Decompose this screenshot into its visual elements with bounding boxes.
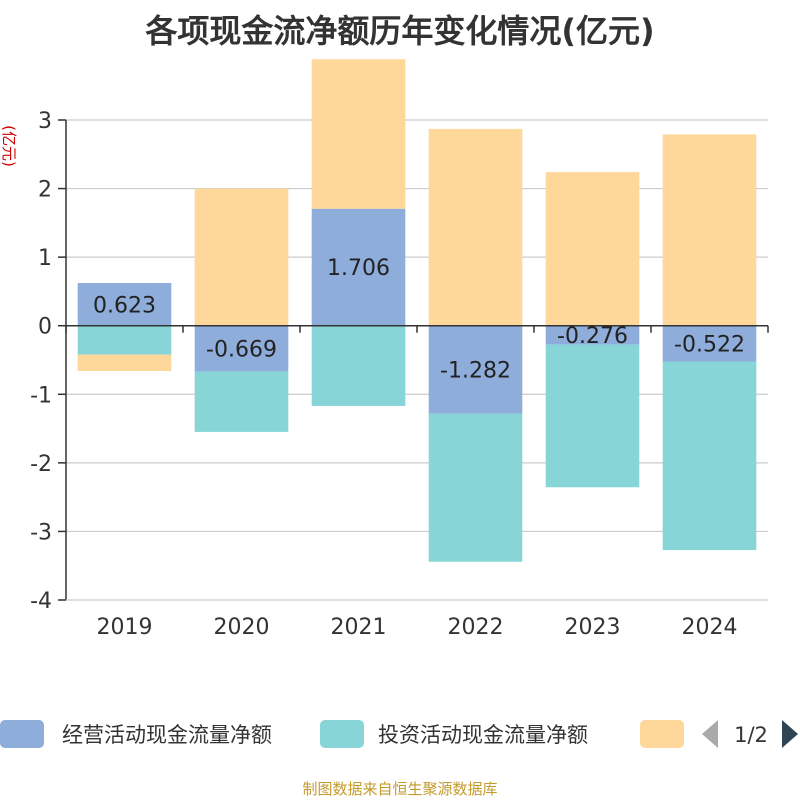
y-tick-label-2: -2 <box>30 452 52 477</box>
data-label-2024: -0.522 <box>674 333 745 358</box>
data-label-2023: -0.276 <box>557 324 628 349</box>
data-label-2019: 0.623 <box>93 293 156 318</box>
x-tick-label-2020: 2020 <box>214 615 270 640</box>
y-tick-label-0: -4 <box>30 589 52 614</box>
bar-2019-s1 <box>77 325 172 355</box>
x-tick-label-2024: 2024 <box>682 615 738 640</box>
y-tick-label-5: 1 <box>38 246 52 271</box>
y-axis-label: (亿元) <box>0 125 18 167</box>
bar-2023-s2 <box>545 172 640 326</box>
bar-2020-s0 <box>194 325 289 372</box>
x-tick-label-2021: 2021 <box>331 615 387 640</box>
bar-2024-s2 <box>662 134 757 326</box>
bar-2022-s0 <box>428 325 523 414</box>
bar-2022-s1 <box>428 413 523 562</box>
bar-2023-s1 <box>545 344 640 488</box>
bar-2024-s1 <box>662 361 757 551</box>
data-labels: 0.623 -0.669 1.706 -1.282 -0.276 -0.522 <box>93 256 745 383</box>
data-label-2022: -1.282 <box>440 359 511 384</box>
data-label-2021: 1.706 <box>327 256 390 281</box>
chart-title: 各项现金流净额历年变化情况(亿元) <box>145 12 655 50</box>
data-label-2020: -0.669 <box>206 338 277 363</box>
legend-swatch-2[interactable] <box>640 720 684 748</box>
y-tick-label-3: -1 <box>30 383 52 408</box>
y-tick-label-6: 2 <box>38 178 52 203</box>
axes: -4 -3 -2 -1 0 1 2 3 2019 2020 2021 2022 2023 2024 <box>30 109 769 640</box>
x-tick-label-2022: 2022 <box>448 615 504 640</box>
bar-2019-s2 <box>77 354 172 371</box>
y-tick-label-7: 3 <box>38 109 52 134</box>
legend-page-indicator: 1/2 <box>734 723 768 747</box>
bar-2022-s2 <box>428 128 523 326</box>
legend-label-0[interactable]: 经营活动现金流量净额 <box>62 723 272 747</box>
bar-2020-s2 <box>194 188 289 326</box>
legend-prev-icon[interactable] <box>702 720 718 748</box>
grid-lines <box>66 119 768 533</box>
bars <box>77 59 757 562</box>
legend-label-1[interactable]: 投资活动现金流量净额 <box>378 723 588 747</box>
source-note: 制图数据来自恒生聚源数据库 <box>302 780 498 798</box>
bar-2024-s0 <box>662 325 757 362</box>
bar-2020-s1 <box>194 371 289 432</box>
bar-2023-s0 <box>545 325 640 345</box>
legend: 经营活动现金流量净额 投资活动现金流量净额 1/2 <box>0 720 798 748</box>
x-tick-label-2019: 2019 <box>97 615 153 640</box>
legend-swatch-0[interactable] <box>0 720 44 748</box>
y-tick-label-1: -3 <box>30 520 52 545</box>
legend-swatch-1[interactable] <box>320 720 364 748</box>
y-tick-label-4: 0 <box>38 315 52 340</box>
bar-2021-s0 <box>311 208 406 326</box>
bar-2019-s0 <box>77 282 172 326</box>
bar-2021-s2 <box>311 59 406 209</box>
legend-next-icon[interactable] <box>782 720 798 748</box>
bar-2021-s1 <box>311 325 406 406</box>
x-tick-label-2023: 2023 <box>565 615 621 640</box>
